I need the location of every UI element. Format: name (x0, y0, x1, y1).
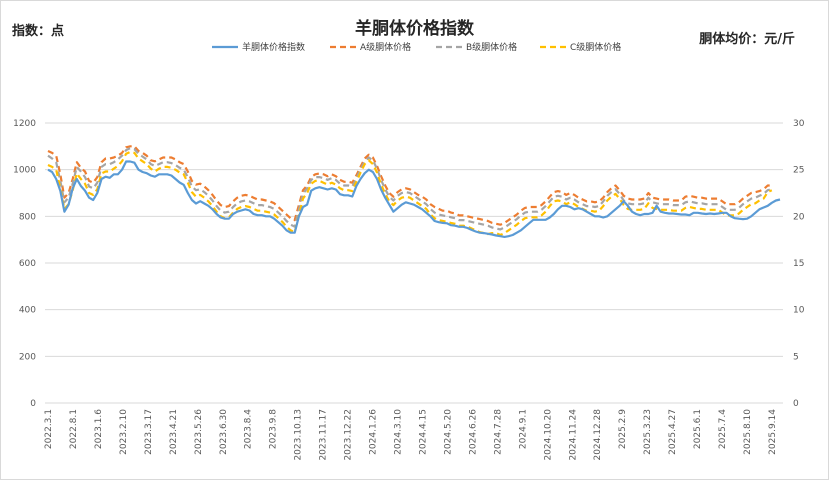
series-line-2 (47, 145, 772, 226)
series-line-3 (47, 147, 773, 231)
left-y-axis-ticks: 0 200 400 600 800 1000 1200 (13, 119, 36, 409)
x-tick-label: 2025.7.4 (718, 409, 728, 449)
x-tick-label: 2024.6.26 (468, 409, 478, 455)
x-tick-label: 2024.10.20 (543, 409, 553, 461)
x-axis-ticks: 2022.3.1 2022.8.1 2023.1.6 2023.2.10 2023.3.… (44, 409, 778, 461)
x-tick-label: 2025.8.10 (743, 409, 753, 455)
x-tick-label: 2023.10.13 (294, 409, 304, 461)
left-y-tick-label: 200 (19, 352, 36, 362)
legend-label: B级胴体价格 (466, 41, 517, 53)
x-tick-label: 2023.6.30 (219, 409, 229, 455)
x-tick-label: 2024.4.15 (418, 409, 428, 455)
x-tick-label: 2025.2.9 (618, 409, 628, 449)
x-tick-label: 2022.8.1 (69, 409, 79, 449)
legend-label: 羊胴体价格指数 (242, 41, 305, 53)
right-y-tick-label: 30 (793, 119, 805, 129)
x-tick-label: 2023.11.17 (319, 409, 329, 461)
x-tick-label: 2023.2.10 (119, 409, 129, 455)
x-tick-label: 2024.12.28 (593, 409, 603, 461)
x-tick-label: 2024.1.26 (369, 409, 379, 455)
legend-label: C级胴体价格 (570, 41, 621, 53)
x-tick-label: 2023.4.21 (169, 409, 179, 455)
gridlines (45, 122, 783, 404)
x-tick-label: 2024.9.1 (518, 409, 528, 449)
left-y-tick-label: 400 (19, 306, 36, 316)
x-tick-label: 2023.3.17 (144, 409, 154, 455)
x-tick-label: 2025.9.14 (768, 409, 778, 455)
left-y-tick-label: 0 (30, 399, 36, 409)
series-lines (47, 145, 781, 238)
x-tick-label: 2023.5.26 (194, 409, 204, 455)
right-y-tick-label: 25 (793, 166, 804, 176)
legend: 羊胴体价格指数 A级胴体价格 B级胴体价格 C级胴体价格 (212, 41, 621, 53)
left-axis-unit-label: 指数：点 (12, 24, 65, 39)
right-y-axis-ticks: 0 5 10 15 20 25 30 (793, 119, 805, 409)
x-tick-label: 2023.9.8 (269, 409, 279, 449)
left-y-tick-label: 600 (19, 259, 36, 269)
x-tick-label: 2023.1.6 (94, 409, 104, 449)
series-line-4 (47, 150, 773, 237)
right-y-tick-label: 10 (793, 306, 805, 316)
x-tick-label: 2025.4.27 (668, 409, 678, 455)
x-tick-label: 2024.5.20 (443, 409, 453, 455)
right-y-tick-label: 15 (793, 259, 804, 269)
x-tick-label: 2023.8.4 (244, 409, 254, 449)
legend-label: A级胴体价格 (360, 41, 411, 53)
right-y-tick-label: 20 (793, 212, 805, 222)
x-tick-label: 2024.11.24 (568, 409, 578, 461)
right-y-tick-label: 5 (793, 352, 799, 362)
right-y-tick-label: 0 (793, 399, 799, 409)
x-tick-label: 2022.3.1 (44, 409, 54, 449)
series-line-1 (47, 160, 781, 238)
chart-title: 羊胴体价格指数 (355, 19, 474, 39)
x-tick-label: 2024.7.28 (493, 409, 503, 455)
left-y-tick-label: 1200 (13, 119, 36, 129)
left-y-tick-label: 1000 (13, 166, 36, 176)
x-tick-label: 2025.6.1 (693, 409, 703, 449)
x-tick-label: 2024.3.10 (394, 409, 404, 455)
x-tick-label: 2023.12.22 (344, 409, 354, 461)
left-y-tick-label: 800 (19, 212, 36, 222)
x-tick-label: 2025.3.23 (643, 409, 653, 455)
right-axis-unit-label: 胴体均价：元/斤 (699, 32, 795, 47)
